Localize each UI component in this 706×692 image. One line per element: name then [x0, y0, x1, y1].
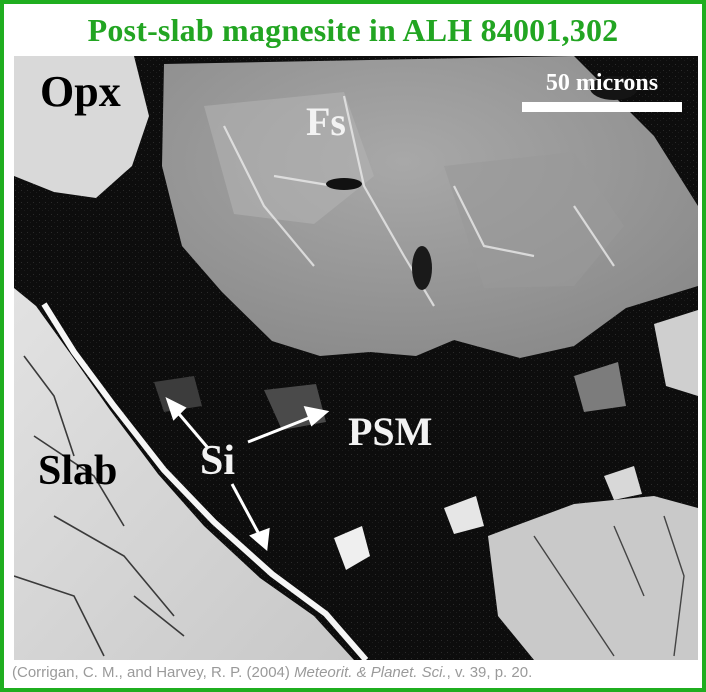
fs-facet	[204, 92, 374, 224]
fs-hole-1	[326, 178, 362, 190]
bright-grain-2	[444, 496, 484, 534]
fs-hole-3	[590, 76, 638, 100]
right-grain	[654, 310, 698, 396]
label-slab: Slab	[38, 448, 118, 494]
grey-patch-2	[154, 376, 202, 412]
label-si: Si	[200, 438, 236, 484]
slab-chunk-cracks	[533, 515, 685, 657]
scale-bar-line	[522, 102, 682, 112]
slab-cracks	[14, 355, 185, 657]
citation-journal: Meteorit. & Planet. Sci.	[294, 664, 447, 681]
label-opx: Opx	[40, 67, 121, 116]
figure-title: Post-slab magnesite in ALH 84001,302	[87, 12, 619, 48]
right-grain-2	[574, 362, 626, 412]
slab-chunk-right	[488, 496, 698, 660]
scale-bar-label: 50 microns	[545, 70, 659, 96]
fs-facet-2	[444, 152, 624, 288]
si-arrows	[165, 397, 330, 551]
slab-rim	[41, 302, 369, 660]
slab-region	[14, 288, 354, 660]
micrograph-image	[14, 56, 698, 660]
citation-prefix: (Corrigan, C. M., and Harvey, R. P. (200…	[12, 664, 295, 681]
citation: (Corrigan, C. M., and Harvey, R. P. (200…	[12, 664, 702, 686]
micrograph: 50 microns Opx Fs PSM Si Slab	[14, 56, 698, 660]
bright-grain-3	[604, 466, 642, 500]
bright-grain-1	[334, 526, 370, 570]
opx-region	[14, 56, 149, 198]
label-fs: Fs	[306, 99, 346, 144]
label-psm: PSM	[348, 409, 433, 454]
citation-suffix: , v. 39, p. 20.	[446, 664, 533, 681]
fs-hole-2	[412, 246, 432, 290]
